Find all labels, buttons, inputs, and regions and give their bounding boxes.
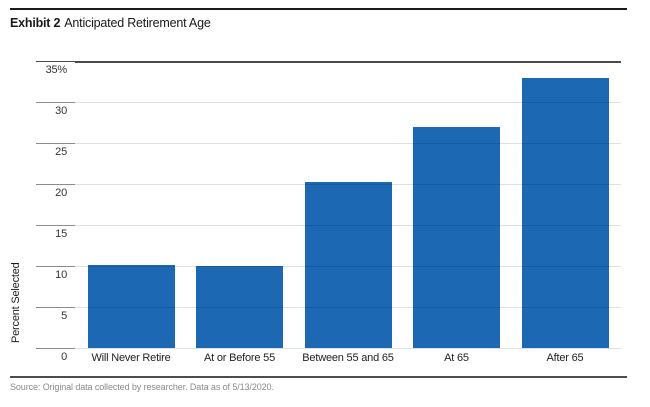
- y-tick-label: 25: [55, 146, 67, 158]
- gridline: [75, 307, 621, 308]
- chart-title-text: Anticipated Retirement Age: [64, 16, 211, 30]
- x-tick-label: After 65: [546, 352, 584, 364]
- x-tick-label: At 65: [444, 352, 469, 364]
- x-tick-label: Will Never Retire: [91, 352, 171, 364]
- y-tick-label: 35%: [45, 64, 68, 76]
- x-tick-label: At or Before 55: [204, 352, 275, 364]
- y-tick: [36, 102, 75, 103]
- y-tick-label: 0: [61, 351, 67, 363]
- y-tick: [36, 61, 75, 62]
- gridline: [75, 143, 621, 144]
- y-tick: [36, 225, 75, 226]
- y-tick: [36, 143, 75, 144]
- y-tick: [36, 184, 75, 185]
- y-tick-label: 20: [55, 187, 67, 199]
- plot-area: [75, 61, 621, 348]
- y-tick-label: 15: [55, 228, 67, 240]
- y-tick-label: 30: [55, 105, 67, 117]
- chart-title: Exhibit 2 Anticipated Retirement Age: [10, 16, 211, 30]
- top-rule: [10, 8, 627, 10]
- bottom-rule: [10, 376, 627, 378]
- bar: [196, 266, 283, 348]
- gridline: [75, 184, 621, 185]
- y-tick: [36, 348, 75, 349]
- gridline: [75, 348, 621, 349]
- x-tick-label: Between 55 and 65: [302, 352, 394, 364]
- gridline: [75, 266, 621, 267]
- gridline: [75, 102, 621, 103]
- bar: [87, 265, 175, 348]
- y-tick: [36, 266, 75, 267]
- y-axis-title: Percent Selected: [10, 262, 22, 344]
- source-note: Source: Original data collected by resea…: [10, 382, 274, 392]
- bar: [413, 127, 500, 348]
- y-tick-label: 5: [61, 310, 67, 322]
- y-tick: [36, 307, 75, 308]
- exhibit-number-label: Exhibit 2: [10, 16, 61, 30]
- bar: [304, 182, 392, 348]
- bar: [521, 78, 609, 348]
- gridline: [75, 225, 621, 226]
- y-tick-label: 10: [55, 269, 67, 281]
